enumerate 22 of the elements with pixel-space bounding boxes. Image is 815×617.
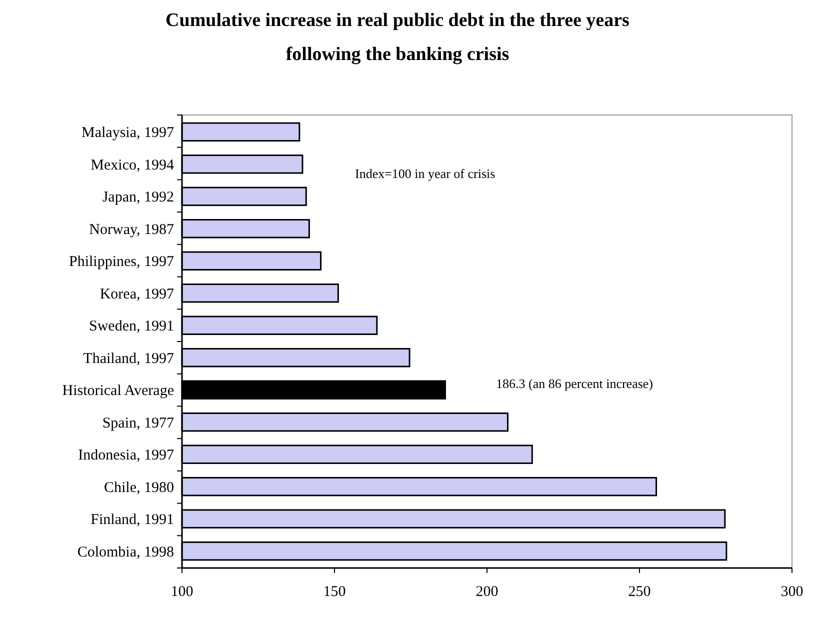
x-tick-label: 250 xyxy=(628,584,651,600)
y-tick-label: Japan, 1992 xyxy=(102,190,174,206)
x-tick-label: 200 xyxy=(476,584,498,600)
y-tick-label: Korea, 1997 xyxy=(100,286,174,302)
y-tick-label: Chile, 1980 xyxy=(104,480,174,496)
x-tick-label: 100 xyxy=(170,584,194,600)
y-tick-label: Colombia, 1998 xyxy=(77,544,174,560)
y-tick-label: Thailand, 1997 xyxy=(83,350,174,367)
annotation: 186.3 (an 86 percent increase) xyxy=(496,376,654,391)
y-tick-label: Sweden, 1991 xyxy=(89,318,174,335)
y-tick-label: Finland, 1991 xyxy=(90,512,174,528)
x-tick-label: 300 xyxy=(780,584,804,600)
x-tick-label: 150 xyxy=(323,584,346,600)
annotation: Index=100 in year of crisis xyxy=(355,166,496,181)
y-tick-label: Spain, 1977 xyxy=(102,415,174,432)
y-tick-label: Indonesia, 1997 xyxy=(78,448,174,464)
y-tick-label: Philippines, 1997 xyxy=(68,254,174,270)
y-tick-label: Historical Average xyxy=(62,383,174,400)
y-tick-label: Malaysia, 1997 xyxy=(82,125,174,142)
chart-title: Cumulative increase in real public debt in the three years following the banking crisis xyxy=(166,10,630,65)
y-tick-label: Mexico, 1994 xyxy=(90,157,174,174)
y-tick-label: Norway, 1987 xyxy=(89,222,174,238)
